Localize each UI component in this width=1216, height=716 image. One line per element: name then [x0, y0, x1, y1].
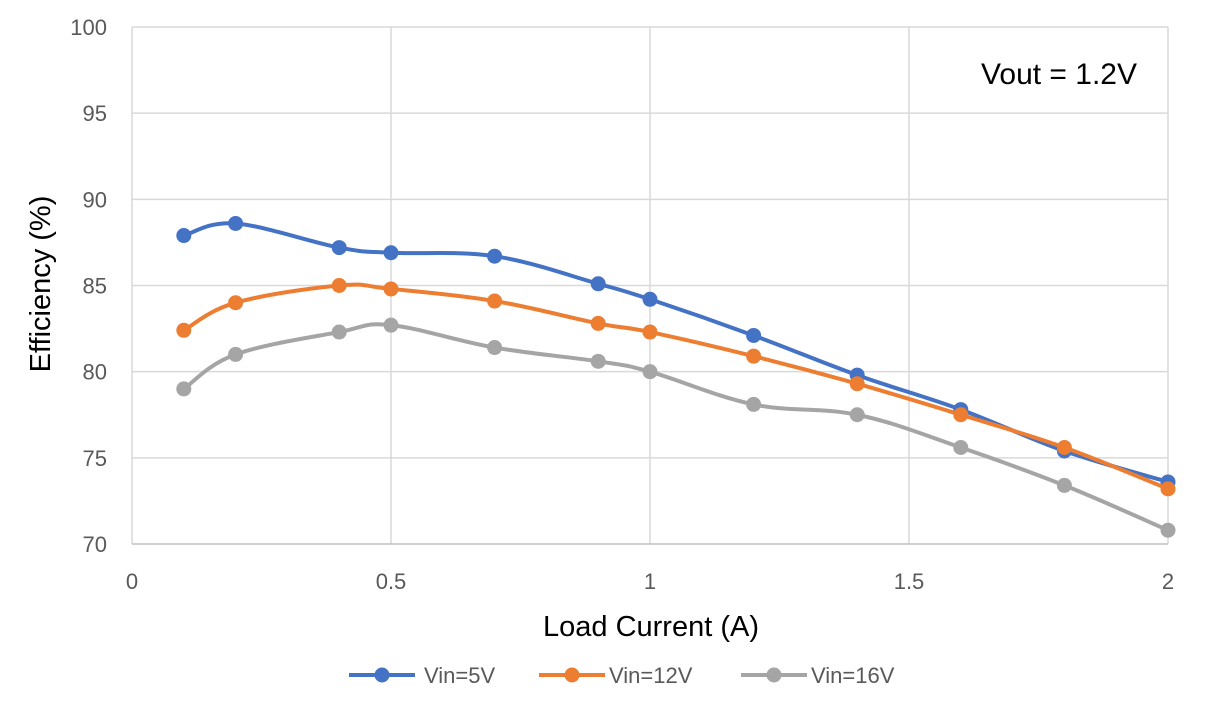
- x-axis-title: Load Current (A): [543, 611, 759, 643]
- data-point: [849, 407, 865, 423]
- data-point: [590, 353, 606, 369]
- data-point: [1056, 439, 1072, 455]
- grid-lines: [131, 26, 1169, 544]
- y-tick-label: 80: [83, 360, 107, 385]
- y-tick-label: 70: [83, 532, 107, 557]
- legend-label: Vin=16V: [811, 663, 895, 688]
- y-tick-label: 90: [83, 187, 107, 212]
- data-point: [746, 348, 762, 364]
- annotation-vout: Vout = 1.2V: [981, 58, 1137, 91]
- series-vin-16v: [176, 317, 1176, 538]
- series-vin-12v: [176, 278, 1176, 497]
- data-point: [383, 281, 399, 297]
- data-point: [953, 407, 969, 423]
- data-point: [228, 215, 244, 231]
- data-point: [1160, 522, 1176, 538]
- data-point: [176, 381, 192, 397]
- y-tick-label: 95: [83, 101, 107, 126]
- legend: Vin=5V Vin=12V Vin=16V: [349, 663, 895, 688]
- data-point: [331, 240, 347, 256]
- y-tick-label: 75: [83, 446, 107, 471]
- legend-marker: [564, 667, 580, 683]
- data-point: [487, 293, 503, 309]
- data-point: [953, 439, 969, 455]
- x-tick-label: 1: [644, 569, 656, 594]
- data-point: [1056, 477, 1072, 493]
- data-point: [383, 317, 399, 333]
- data-point: [642, 364, 658, 380]
- data-point: [331, 324, 347, 340]
- legend-item: Vin=5V: [349, 663, 495, 688]
- y-tick-label: 85: [83, 274, 107, 299]
- y-axis-title: Efficiency (%): [25, 196, 57, 373]
- data-point: [849, 376, 865, 392]
- data-point: [746, 327, 762, 343]
- data-point: [331, 278, 347, 293]
- data-point: [176, 228, 192, 244]
- tick-labels: 70 75 80 85 90 95 100 0 0.5 1 1.5 2: [70, 15, 1174, 594]
- x-tick-label: 2: [1162, 569, 1174, 594]
- data-point: [642, 324, 658, 340]
- data-point: [1160, 481, 1176, 497]
- data-point: [487, 248, 503, 264]
- x-tick-label: 1.5: [894, 569, 925, 594]
- series-line: [181, 221, 1170, 484]
- data-point: [228, 295, 244, 311]
- data-point: [590, 276, 606, 292]
- x-tick-label: 0.5: [376, 569, 407, 594]
- data-point: [746, 396, 762, 412]
- legend-item: Vin=12V: [539, 663, 693, 688]
- data-point: [383, 245, 399, 261]
- y-tick-label: 100: [70, 15, 107, 40]
- legend-marker: [766, 667, 782, 683]
- legend-label: Vin=12V: [609, 663, 693, 688]
- data-point: [642, 291, 658, 307]
- data-point: [176, 322, 192, 338]
- data-point: [487, 340, 503, 356]
- x-tick-label: 0: [126, 569, 138, 594]
- series-line: [181, 322, 1170, 533]
- series-vin-5v: [176, 215, 1176, 490]
- legend-label: Vin=5V: [424, 663, 495, 688]
- data-point: [590, 315, 606, 331]
- series-lines: [176, 215, 1176, 538]
- legend-marker: [374, 667, 390, 683]
- legend-item: Vin=16V: [741, 663, 895, 688]
- data-point: [228, 346, 244, 362]
